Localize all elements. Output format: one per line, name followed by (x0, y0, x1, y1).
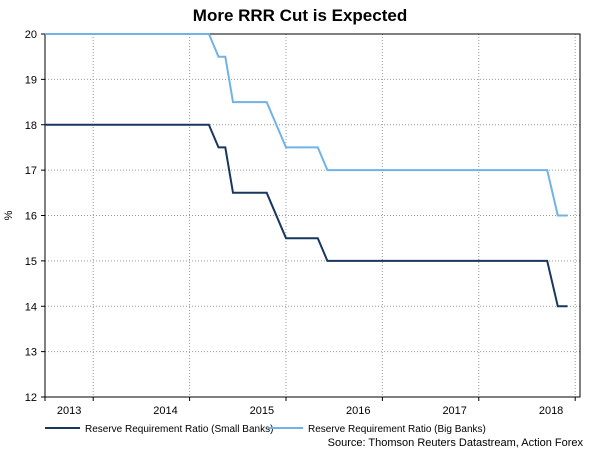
axis-ticks: 12 13 14 15 16 17 18 19 20 2013 2014 2015 2016 2017 20… (25, 29, 576, 417)
x-tick-label-2018: 2018 (539, 405, 563, 417)
y-tick-label-12: 12 (25, 392, 37, 404)
y-tick-label-18: 18 (25, 120, 37, 132)
y-axis-label: % (3, 210, 15, 220)
x-tick-label-2015: 2015 (250, 405, 274, 417)
legend-label-small-banks: Reserve Requirement Ratio (Small Banks) (85, 424, 273, 435)
series-line-0 (45, 123, 568, 308)
x-tick-label-2017: 2017 (442, 405, 466, 417)
chart-title: More RRR Cut is Expected (193, 6, 407, 25)
y-tick-label-14: 14 (25, 301, 37, 313)
series-line-1 (45, 33, 568, 217)
legend: Reserve Requirement Ratio (Small Banks) … (45, 424, 486, 435)
gridlines (44, 33, 580, 398)
x-tick-label-2014: 2014 (153, 405, 177, 417)
source-note: Source: Thomson Reuters Datastream, Acti… (328, 437, 584, 449)
x-tick-label-2013: 2013 (57, 405, 81, 417)
y-tick-label-17: 17 (25, 165, 37, 177)
y-tick-label-15: 15 (25, 256, 37, 268)
series-lines (45, 33, 568, 308)
y-tick-label-20: 20 (25, 29, 37, 41)
x-tick-label-2016: 2016 (346, 405, 370, 417)
y-tick-label-13: 13 (25, 347, 37, 359)
y-tick-label-16: 16 (25, 211, 37, 223)
legend-label-big-banks: Reserve Requirement Ratio (Big Banks) (308, 424, 486, 435)
y-tick-label-19: 19 (25, 74, 37, 86)
